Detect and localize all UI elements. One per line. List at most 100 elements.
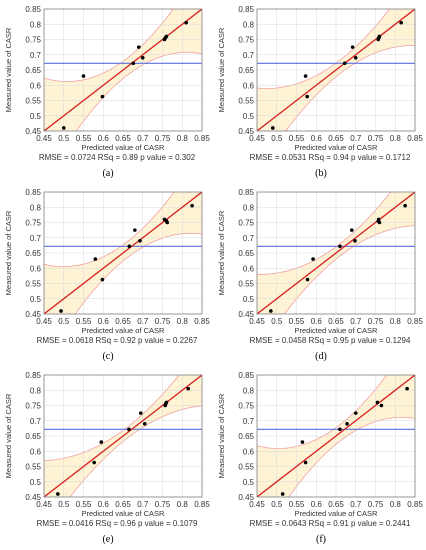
y-tick-label: 0.5 <box>30 112 42 121</box>
y-axis-label: Measured value of CASR <box>4 27 13 112</box>
x-tick-label: 0.5 <box>58 500 70 509</box>
x-tick-label: 0.45 <box>249 134 265 143</box>
x-tick-label: 0.65 <box>328 317 344 326</box>
plot-area <box>257 375 415 497</box>
fit-line <box>44 9 202 131</box>
data-point <box>377 34 382 39</box>
stats-text: RMSE = 0.0416 RSq = 0.96 p value = 0.107… <box>37 519 198 528</box>
chart-a: 0.45 0.5 0.55 0.6 0.65 0.7 0.75 0.8 0.85 0.45 0.5 0… <box>4 5 210 179</box>
y-tick-label: 0.85 <box>238 5 254 14</box>
x-tick-label: 0.85 <box>194 134 210 143</box>
panel-label: (d) <box>315 351 327 362</box>
y-tick-label: 0.6 <box>30 81 42 90</box>
y-tick-label: 0.6 <box>243 264 255 273</box>
y-tick-label: 0.85 <box>238 188 254 197</box>
x-tick-label: 0.45 <box>249 317 265 326</box>
data-point <box>338 427 342 432</box>
x-tick-label: 0.5 <box>58 317 70 326</box>
y-tick-label: 0.6 <box>243 81 255 90</box>
y-tick-label: 0.45 <box>238 127 254 136</box>
data-point <box>140 56 145 60</box>
x-tick-label: 0.7 <box>350 317 362 326</box>
x-tick-label: 0.55 <box>289 317 305 326</box>
chart-panel-f: 0.45 0.5 0.55 0.6 0.65 0.7 0.75 0.8 0.85 0.45 0.5 0… <box>213 366 426 549</box>
x-tick-label: 0.65 <box>115 500 131 509</box>
panel-label: (f) <box>316 534 326 545</box>
y-tick-label: 0.6 <box>243 447 255 456</box>
plot-frame <box>43 191 203 315</box>
x-tick-label: 0.75 <box>368 134 384 143</box>
y-tick-label: 0.7 <box>30 51 42 60</box>
data-point <box>271 126 275 130</box>
y-tick-label: 0.45 <box>238 310 254 319</box>
plot-area <box>257 9 415 131</box>
plot-area <box>257 192 415 314</box>
y-tick-label: 0.75 <box>238 219 254 228</box>
y-tick-label: 0.75 <box>238 36 254 45</box>
data-point <box>305 277 310 282</box>
fit-line <box>44 375 202 497</box>
data-point <box>137 45 141 49</box>
x-tick-label: 0.85 <box>194 317 210 326</box>
chart-panel-b: 0.45 0.5 0.55 0.6 0.65 0.7 0.75 0.8 0.85 0.45 0.5 0… <box>213 0 426 183</box>
y-tick-label: 0.8 <box>30 386 42 395</box>
data-point <box>100 94 105 99</box>
y-tick-label: 0.85 <box>25 5 41 14</box>
data-point <box>353 239 357 243</box>
y-tick-label: 0.55 <box>25 280 41 289</box>
y-tick-label: 0.55 <box>25 463 41 472</box>
x-axis-label: Predicted value of CASR <box>295 143 379 152</box>
data-point <box>353 56 358 60</box>
y-tick-label: 0.65 <box>238 66 254 75</box>
y-tick-label: 0.7 <box>243 234 255 243</box>
data-point <box>375 400 380 405</box>
x-tick-label: 0.8 <box>390 317 402 326</box>
chart-f: 0.45 0.5 0.55 0.6 0.65 0.7 0.75 0.8 0.85 0.45 0.5 0… <box>217 371 423 545</box>
plot-area <box>44 375 202 497</box>
data-point <box>399 20 403 25</box>
y-tick-label: 0.55 <box>25 97 41 106</box>
y-tick-label: 0.5 <box>243 295 255 304</box>
x-tick-label: 0.5 <box>271 317 283 326</box>
fit-line <box>257 9 415 131</box>
y-tick-label: 0.7 <box>30 417 42 426</box>
stats-text: RMSE = 0.0458 RSq = 0.95 p value = 0.129… <box>250 336 411 345</box>
y-tick-label: 0.8 <box>30 203 42 212</box>
panel-label: (a) <box>102 168 113 179</box>
data-point <box>165 220 170 225</box>
y-tick-label: 0.65 <box>25 66 41 75</box>
y-tick-label: 0.45 <box>25 493 41 502</box>
data-point <box>303 460 308 465</box>
panel-label: (b) <box>315 168 327 179</box>
x-tick-label: 0.8 <box>177 500 189 509</box>
x-tick-label: 0.55 <box>76 500 92 509</box>
x-tick-label: 0.85 <box>407 134 423 143</box>
y-tick-label: 0.5 <box>243 478 255 487</box>
data-point <box>59 309 63 313</box>
x-tick-label: 0.7 <box>350 500 362 509</box>
x-tick-label: 0.7 <box>137 317 149 326</box>
data-point <box>305 94 309 99</box>
x-tick-label: 0.75 <box>368 317 384 326</box>
data-point <box>81 74 86 78</box>
x-axis-label: Predicted value of CASR <box>82 143 166 152</box>
data-point <box>403 203 407 208</box>
y-tick-label: 0.75 <box>25 219 41 228</box>
plot-frame <box>43 8 203 132</box>
x-tick-label: 0.6 <box>311 317 323 326</box>
fit-line <box>44 192 202 314</box>
plot-area <box>44 9 202 131</box>
x-tick-label: 0.65 <box>328 134 344 143</box>
y-axis-label: Measured value of CASR <box>4 393 13 478</box>
x-tick-label: 0.45 <box>36 134 52 143</box>
data-point <box>56 492 60 496</box>
y-tick-label: 0.65 <box>25 249 41 258</box>
chart-e: 0.45 0.5 0.55 0.6 0.65 0.7 0.75 0.8 0.85 0.45 0.5 0… <box>4 371 210 545</box>
x-tick-label: 0.65 <box>328 500 344 509</box>
x-tick-label: 0.5 <box>271 500 283 509</box>
y-tick-label: 0.65 <box>238 249 254 258</box>
y-tick-label: 0.6 <box>30 264 42 273</box>
plot-frame <box>256 374 416 498</box>
chart-b: 0.45 0.5 0.55 0.6 0.65 0.7 0.75 0.8 0.85 0.45 0.5 0… <box>217 5 423 179</box>
data-point <box>138 239 142 243</box>
